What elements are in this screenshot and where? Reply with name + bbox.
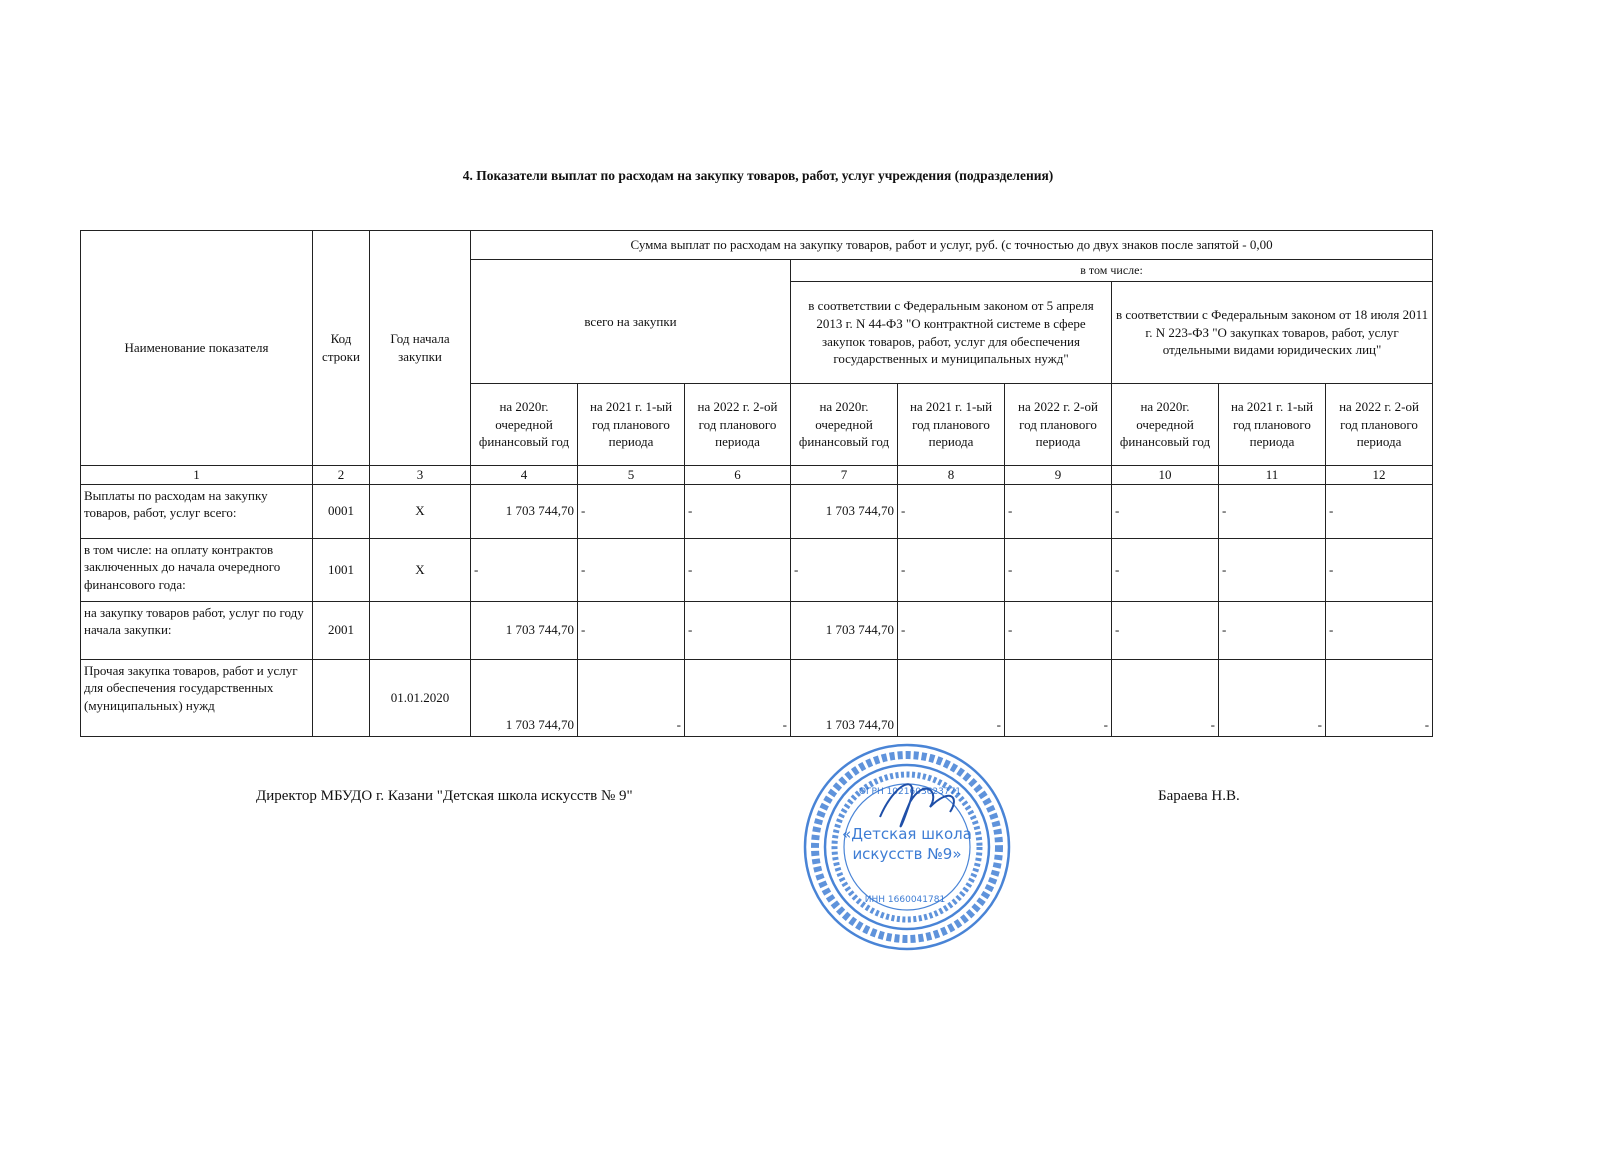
header-period: на 2022 г. 2-ой год планового периода <box>1004 383 1112 466</box>
column-number: 5 <box>577 465 685 485</box>
row-value: - <box>897 658 1005 737</box>
row-value: - <box>1324 483 1434 539</box>
row-code: 0001 <box>312 483 370 539</box>
row-year: 01.01.2020 <box>369 658 471 737</box>
row-value: - <box>1004 483 1112 539</box>
header-period: на 2020г. очередной финансовый год <box>470 383 578 466</box>
row-value: 1 703 744,70 <box>790 600 898 660</box>
header-period: на 2020г. очередной финансовый год <box>1111 383 1219 466</box>
row-value: - <box>1111 537 1219 602</box>
row-value: 1 703 744,70 <box>470 483 578 539</box>
row-value: - <box>684 483 791 539</box>
row-value: 1 703 744,70 <box>470 658 578 737</box>
table-row: Выплаты по расходам на закупку товаров, … <box>80 483 1434 539</box>
row-value: - <box>1111 483 1219 539</box>
row-code: 2001 <box>312 600 370 660</box>
row-value: - <box>684 658 791 737</box>
row-value: - <box>1324 600 1434 660</box>
header-period: на 2021 г. 1-ый год планового периода <box>577 383 685 466</box>
row-value: - <box>1004 658 1112 737</box>
signatory-name: Бараева Н.В. <box>1158 788 1240 804</box>
stamp-center-line2: искусств №9» <box>852 845 961 863</box>
row-value: - <box>1111 600 1219 660</box>
handwritten-signature <box>879 783 955 828</box>
row-value: - <box>1218 658 1326 737</box>
row-name: Выплаты по расходам на закупку товаров, … <box>80 483 313 539</box>
stamp-center-line1: «Детская школа <box>842 825 972 843</box>
row-code <box>312 658 370 737</box>
header-period: на 2021 г. 1-ый год планового периода <box>897 383 1005 466</box>
column-number: 11 <box>1218 465 1326 485</box>
row-value: - <box>1218 600 1326 660</box>
row-value: - <box>897 537 1005 602</box>
column-number: 10 <box>1111 465 1219 485</box>
purchase-payments-table: Наименование показателя Код строки Год н… <box>80 230 1434 737</box>
table-row: Прочая закупка товаров, работ и услуг дл… <box>80 658 1434 737</box>
row-value: - <box>897 600 1005 660</box>
row-year <box>369 600 471 660</box>
row-year: X <box>369 537 471 602</box>
official-stamp: ОГРН 1021603623771 «Детская школа искусс… <box>803 743 1011 951</box>
row-value: - <box>1111 658 1219 737</box>
row-value: - <box>577 537 685 602</box>
header-law223: в соответствии с Федеральным законом от … <box>1110 281 1434 384</box>
column-number: 8 <box>897 465 1005 485</box>
row-value: - <box>577 600 685 660</box>
header-period: на 2020г. очередной финансовый год <box>790 383 898 466</box>
column-number: 9 <box>1004 465 1112 485</box>
row-value: - <box>577 483 685 539</box>
header-code: Код строки <box>312 230 370 466</box>
row-value: - <box>790 537 898 602</box>
row-value: - <box>684 600 791 660</box>
stamp-inn: ИНН 1660041781 <box>865 895 945 905</box>
header-period: на 2022 г. 2-ой год планового периода <box>1324 383 1434 466</box>
row-value: - <box>1004 600 1112 660</box>
table-row: в том числе: на оплату контрактов заключ… <box>80 537 1434 602</box>
row-code: 1001 <box>312 537 370 602</box>
row-name: на закупку товаров работ, услуг по году … <box>80 600 313 660</box>
column-number: 6 <box>684 465 791 485</box>
header-law44: в соответствии с Федеральным законом от … <box>790 281 1112 384</box>
header-period: на 2022 г. 2-ой год планового периода <box>684 383 791 466</box>
header-total: всего на закупки <box>470 259 791 384</box>
header-name: Наименование показателя <box>80 230 313 466</box>
column-number: 7 <box>790 465 898 485</box>
column-number: 1 <box>80 465 313 485</box>
row-value: - <box>470 537 578 602</box>
row-name: Прочая закупка товаров, работ и услуг дл… <box>80 658 313 737</box>
row-value: - <box>1218 483 1326 539</box>
row-value: - <box>1218 537 1326 602</box>
stamp-ogrn: ОГРН 1021603623771 <box>859 787 961 797</box>
section-title: 4. Показатели выплат по расходам на заку… <box>462 168 1054 183</box>
column-number: 3 <box>369 465 471 485</box>
header-period: на 2021 г. 1-ый год планового периода <box>1218 383 1326 466</box>
row-value: 1 703 744,70 <box>470 600 578 660</box>
row-value: - <box>1324 658 1434 737</box>
stamp-rings <box>803 743 1011 951</box>
column-number: 12 <box>1324 465 1434 485</box>
row-value: - <box>1004 537 1112 602</box>
row-value: - <box>684 537 791 602</box>
row-value: - <box>577 658 685 737</box>
header-including: в том числе: <box>789 259 1434 282</box>
row-year: X <box>369 483 471 539</box>
stamp-circular-lettering <box>811 751 1003 943</box>
table-row: на закупку товаров работ, услуг по году … <box>80 600 1434 660</box>
column-number: 4 <box>470 465 578 485</box>
header-year: Год начала закупки <box>369 230 471 466</box>
row-value: - <box>1324 537 1434 602</box>
row-name: в том числе: на оплату контрактов заключ… <box>80 537 313 602</box>
signatory-position: Директор МБУДО г. Казани "Детская школа … <box>256 788 633 804</box>
row-value: 1 703 744,70 <box>790 658 898 737</box>
row-value: 1 703 744,70 <box>790 483 898 539</box>
row-value: - <box>897 483 1005 539</box>
column-number: 2 <box>312 465 370 485</box>
header-sum: Сумма выплат по расходам на закупку това… <box>469 230 1434 260</box>
